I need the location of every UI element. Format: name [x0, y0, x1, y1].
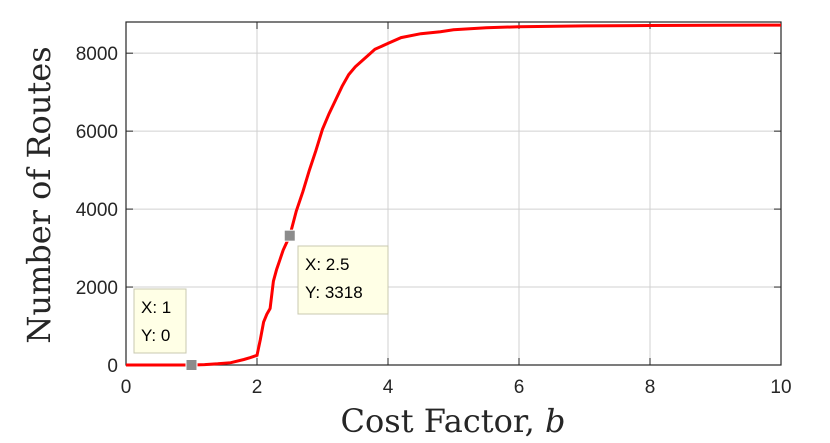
x-axis-label: Cost Factor, b	[341, 402, 566, 440]
y-axis-label: Number of Routes	[20, 46, 58, 343]
axes-box	[125, 21, 782, 366]
y-tick-label: 4000	[76, 200, 118, 221]
data-tip-y: Y: 3318	[305, 283, 363, 302]
series-line	[126, 23, 782, 367]
tick-labels: 0 2 4 6 8 10 0 2000 4000 6000 8000	[76, 44, 792, 398]
plot-area	[126, 22, 781, 365]
data-tips[interactable]: X: 1 Y: 0 X: 2.5 Y: 3318	[133, 229, 389, 371]
data-tip-marker[interactable]	[283, 229, 296, 242]
x-tick-label: 10	[770, 377, 791, 398]
data-tip[interactable]: X: 1 Y: 0	[133, 288, 198, 371]
data-tip-box	[133, 288, 187, 354]
x-tick-label: 4	[383, 377, 394, 398]
x-tick-label: 6	[514, 377, 525, 398]
x-tick-label: 2	[252, 377, 263, 398]
data-tip-x: X: 1	[141, 298, 171, 317]
data-tip-marker[interactable]	[185, 359, 198, 371]
x-tick-label: 0	[121, 377, 132, 398]
data-tip-box	[297, 245, 389, 315]
data-tip[interactable]: X: 2.5 Y: 3318	[283, 229, 389, 315]
y-tick-label: 6000	[76, 122, 118, 143]
y-tick-label: 2000	[76, 278, 118, 299]
y-tick-label: 8000	[76, 44, 118, 65]
data-tip-y: Y: 0	[141, 326, 170, 345]
data-tip-x: X: 2.5	[305, 255, 349, 274]
x-tick-label: 8	[645, 377, 656, 398]
y-tick-label: 0	[107, 356, 118, 377]
